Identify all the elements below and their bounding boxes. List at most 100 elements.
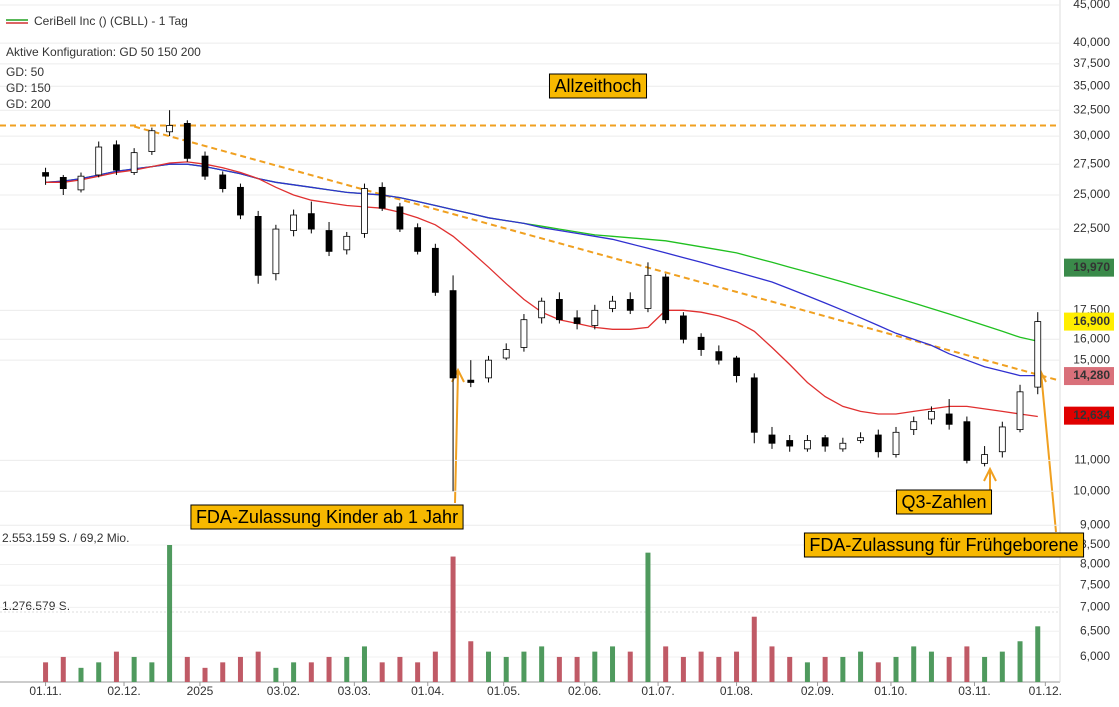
volume-bar	[574, 656, 580, 682]
candle-body	[148, 130, 156, 152]
price-tag-label: 19,970	[1073, 260, 1110, 274]
candle-body	[786, 440, 794, 447]
x-tick-label: 01.07.	[641, 684, 674, 698]
annotation-text: FDA-Zulassung Kinder ab 1 Jahr	[196, 507, 458, 527]
volume-bar	[680, 656, 686, 682]
volume-bar	[716, 656, 722, 682]
volume-bar	[202, 667, 208, 682]
candle-body	[874, 434, 882, 453]
y-tick-label: 45,000	[1073, 0, 1110, 11]
volume-bar	[397, 656, 403, 682]
volume-bar	[361, 646, 367, 682]
volume-bar	[503, 656, 509, 682]
legend-entry: GD: 50	[6, 65, 44, 79]
moving-average-line	[45, 163, 1038, 377]
volume-bar	[858, 651, 864, 682]
volume-bar	[167, 545, 173, 682]
volume-bar	[344, 656, 350, 682]
candle-body	[715, 351, 723, 361]
candle-body	[821, 437, 829, 447]
candle-body	[981, 454, 988, 464]
candle-body	[768, 434, 776, 444]
volume-bar	[911, 646, 917, 682]
volume-bar	[928, 651, 934, 682]
volume-bar	[220, 662, 226, 682]
y-tick-label: 27,500	[1073, 156, 1110, 170]
volume-bar	[1035, 626, 1041, 682]
candle-body	[325, 230, 333, 252]
legend-entry: GD: 200	[6, 97, 51, 111]
volume-bar	[893, 656, 899, 682]
chart-title: CeriBell Inc () (CBLL) - 1 Tag	[34, 14, 188, 28]
y-tick-label: 22,500	[1073, 221, 1110, 235]
candle-body	[857, 437, 864, 441]
y-tick-label: 11,000	[1074, 453, 1110, 467]
candle-body	[414, 227, 422, 252]
candle-body	[998, 426, 1006, 453]
price-tag-label: 12,634	[1073, 408, 1110, 422]
candle-body	[679, 315, 687, 340]
candle-body	[1016, 391, 1024, 431]
volume-bar	[982, 656, 988, 682]
volume-bar	[787, 656, 793, 682]
candle-body	[928, 411, 935, 420]
candle-body	[307, 213, 315, 230]
y-tick-label: 7,500	[1080, 577, 1110, 591]
y-tick-label: 7,000	[1080, 600, 1110, 614]
candle-body	[573, 317, 581, 324]
candle-body	[945, 413, 953, 425]
volume-bar	[964, 646, 970, 682]
price-tag	[1064, 367, 1114, 386]
candle-body	[431, 247, 439, 293]
candle-body	[219, 174, 227, 190]
x-tick-label: 2025	[187, 684, 214, 698]
candle-body	[95, 146, 103, 176]
volume-bar	[645, 552, 651, 682]
candle-body	[183, 122, 191, 159]
volume-bar	[1017, 641, 1023, 682]
candle-body	[361, 188, 368, 234]
y-tick-label: 37,500	[1073, 56, 1110, 70]
candle-body	[697, 336, 705, 350]
y-tick-label: 25,000	[1073, 187, 1110, 201]
y-tick-label: 32,500	[1073, 102, 1110, 116]
x-tick-label: 01.11.	[29, 684, 61, 698]
candle-body	[963, 421, 971, 461]
annotation: Allzeithoch	[548, 73, 648, 99]
y-tick-label: 15,000	[1073, 352, 1110, 366]
price-tag-label: 16,900	[1073, 314, 1110, 328]
candle-body	[804, 440, 811, 450]
volume-bar	[149, 662, 155, 682]
chart-subtitle: Aktive Konfiguration: GD 50 150 200	[6, 45, 201, 59]
candle-body	[113, 144, 120, 171]
candle-body	[77, 175, 85, 191]
x-tick-label: 03.03.	[338, 684, 371, 698]
candle-body	[290, 214, 298, 231]
x-tick-label: 01.12.	[1029, 684, 1062, 698]
moving-average-line	[45, 161, 1038, 418]
volume-bar	[627, 651, 633, 682]
candle-body	[538, 300, 546, 319]
annotation-text: Q3-Zahlen	[901, 492, 986, 512]
candle-body	[733, 357, 740, 377]
candle-body	[750, 377, 758, 433]
volume-bar	[78, 667, 84, 682]
y-tick-label: 16,000	[1073, 331, 1110, 345]
volume-bar	[184, 656, 190, 682]
x-tick-label: 02.09.	[801, 684, 834, 698]
volume-bar	[379, 662, 385, 682]
candle-body	[910, 421, 918, 431]
y-tick-label: 40,000	[1073, 35, 1110, 49]
volume-label: 2.553.159 S. / 69,2 Mio.	[2, 531, 129, 545]
annotation: FDA-Zulassung für Frühgeborene	[803, 532, 1085, 558]
annotation-box	[548, 73, 648, 99]
volume-bar	[486, 651, 492, 682]
candle-body	[396, 206, 404, 230]
volume-bar	[113, 651, 119, 682]
y-tick-label: 6,500	[1080, 623, 1110, 637]
volume-bar	[556, 656, 562, 682]
price-tag-label: 14,280	[1073, 368, 1110, 382]
price-tag	[1064, 312, 1114, 331]
volume-bar	[734, 651, 740, 682]
